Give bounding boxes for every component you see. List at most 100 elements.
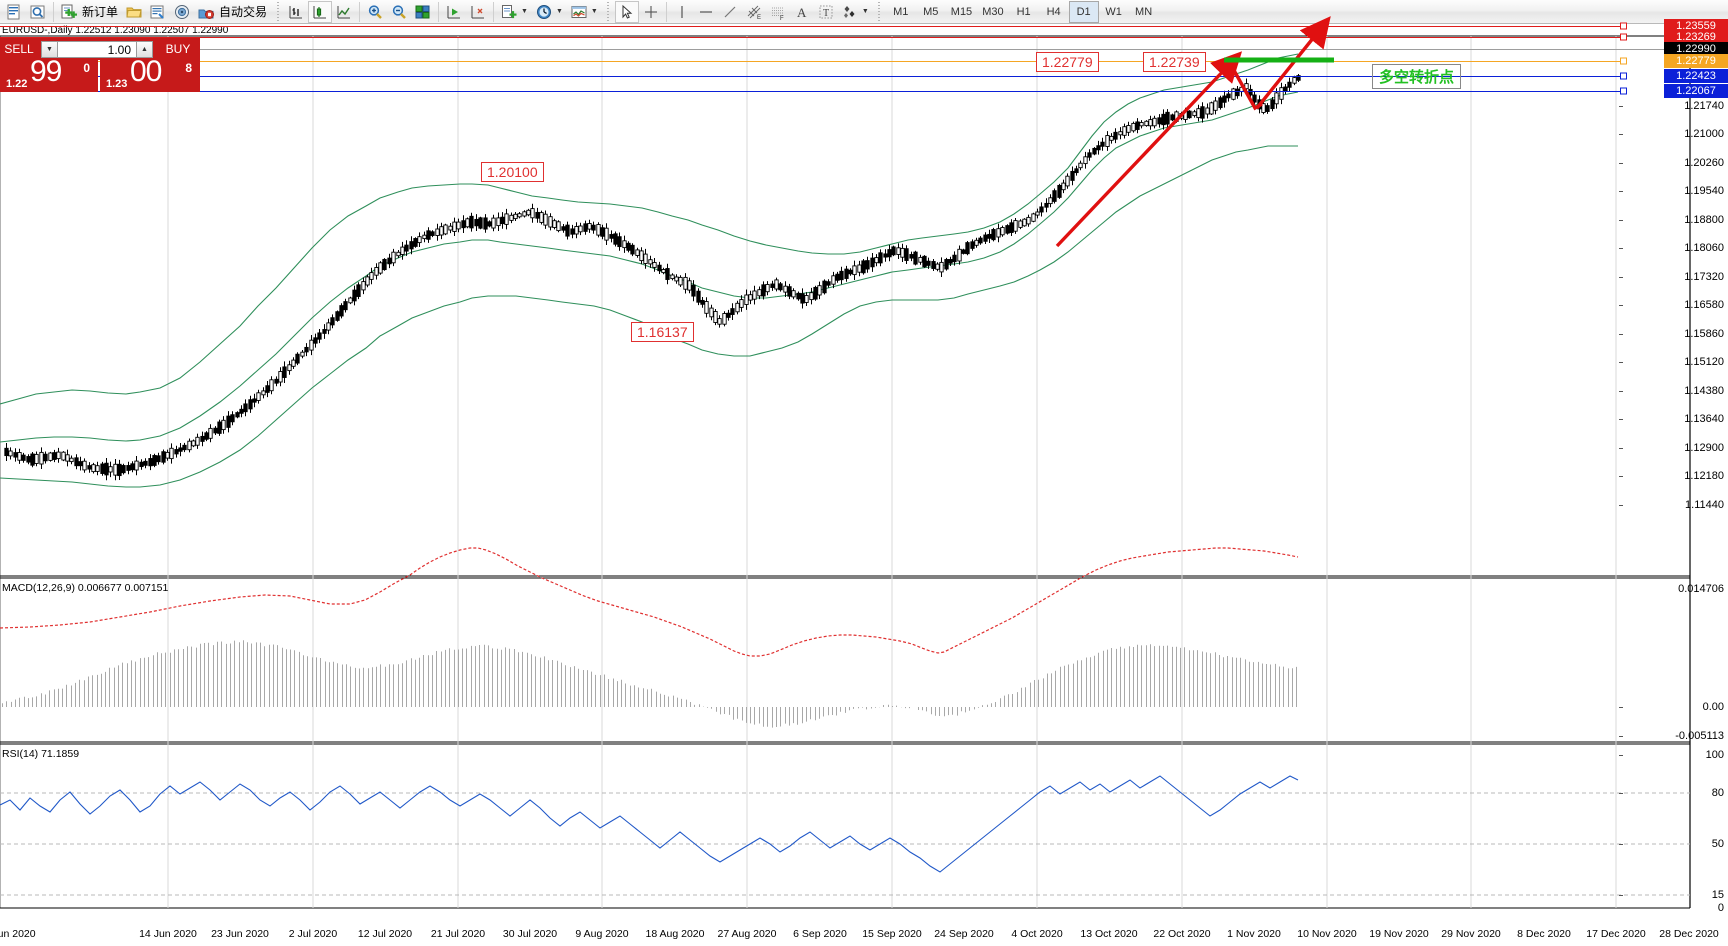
price-label-122739[interactable]: 1.22739 (1143, 52, 1206, 72)
timeframe-m5[interactable]: M5 (923, 5, 939, 18)
text-box-icon[interactable]: T (814, 1, 838, 23)
level-line-122067[interactable] (0, 91, 1627, 92)
fibonacci-icon[interactable]: F (766, 1, 790, 23)
trade-panel-price-row: 1.22 99 0 1.23 00 8 (0, 60, 200, 92)
expert-advisor-icon[interactable] (497, 1, 521, 23)
period-clock-icon[interactable] (532, 1, 556, 23)
trendline-icon[interactable] (718, 1, 742, 23)
rsi-tick-50: 50 (1711, 838, 1724, 850)
chevron-up-icon[interactable]: ▲ (136, 40, 153, 58)
toolbar-grip[interactable] (274, 1, 282, 22)
price-label-122779[interactable]: 1.22779 (1036, 52, 1099, 72)
ask-price[interactable]: 1.23 00 8 (100, 60, 200, 92)
candle-body (126, 465, 131, 471)
timeframe-h4[interactable]: H4 (1046, 5, 1061, 18)
toolbar-grip-2[interactable] (604, 1, 612, 22)
sell-button[interactable]: SELL (0, 38, 38, 60)
autotrade-icon[interactable] (194, 1, 218, 23)
cursor-icon[interactable] (614, 0, 639, 23)
candle-body (456, 221, 461, 230)
candle-body (691, 284, 696, 297)
level-handle-122779[interactable] (1620, 57, 1627, 65)
timeframe-h1[interactable]: H1 (1016, 5, 1031, 18)
indicators-icon[interactable] (567, 1, 591, 23)
zoom-in-icon[interactable] (363, 1, 387, 23)
level-handle-122067[interactable] (1620, 87, 1627, 95)
level-line-123269[interactable] (0, 37, 1627, 38)
crosshair-icon[interactable] (639, 1, 663, 23)
level-line-122779[interactable] (0, 61, 1627, 62)
candlestick-chart-icon[interactable] (308, 0, 333, 23)
candle-body (461, 220, 466, 229)
price-tag-122779[interactable]: 1.22779 (1664, 54, 1728, 68)
timeframe-m15[interactable]: M15 (950, 5, 973, 18)
timeframe-mn[interactable]: MN (1135, 5, 1153, 18)
line-chart-icon[interactable] (332, 1, 356, 23)
folder-icon[interactable] (122, 1, 146, 23)
navigator-icon[interactable] (170, 1, 194, 23)
candle-body (1222, 95, 1227, 103)
candle-body (200, 435, 205, 442)
candle-body (778, 283, 783, 291)
timeframe-m30[interactable]: M30 (982, 5, 1004, 18)
macd-indicator-label: MACD(12,26,9) 0.006677 0.007151 (2, 582, 169, 594)
svg-text:A: A (797, 5, 807, 20)
indicators-dropdown-icon[interactable]: ▼ (590, 8, 598, 15)
note-reversal-point[interactable]: 多空转折点 (1372, 64, 1462, 89)
autotrade-label[interactable]: 自动交易 (219, 5, 268, 19)
volume-stepper[interactable]: ▼ 1.00 ▲ (38, 38, 156, 60)
timeframe-d1[interactable]: D1 (1068, 0, 1099, 23)
price-tag-123559[interactable]: 1.23559 (1664, 19, 1728, 33)
tile-windows-icon[interactable] (411, 1, 435, 23)
horizontal-line-icon[interactable] (694, 1, 718, 23)
level-line-123559[interactable] (0, 26, 1627, 27)
price-tag-123269[interactable]: 1.23269 (1664, 30, 1728, 44)
toolbar-grip-3[interactable] (875, 1, 883, 22)
ask-price-prefix: 1.23 (106, 78, 128, 90)
market-watch-icon[interactable] (26, 1, 50, 23)
level-handle-123269[interactable] (1620, 33, 1627, 41)
shapes-icon[interactable] (838, 1, 862, 23)
candle-body (1261, 103, 1266, 113)
shapes-dropdown-icon[interactable]: ▼ (861, 8, 869, 15)
candle-body (548, 216, 553, 228)
strategy-tester-icon[interactable] (442, 1, 466, 23)
level-handle-122423[interactable] (1620, 72, 1627, 80)
equidistant-channel-icon[interactable]: E (742, 1, 766, 23)
candle-body (713, 311, 718, 323)
timeframe-w1[interactable]: W1 (1105, 5, 1122, 18)
price-tag-122423[interactable]: 1.22423 (1664, 69, 1728, 83)
y-tick-115120: 1.15120 (1684, 356, 1724, 368)
terminal-icon[interactable] (2, 1, 26, 23)
bar-chart-icon[interactable] (284, 1, 308, 23)
y-tick-120260: 1.20260 (1684, 157, 1724, 169)
vertical-line-icon[interactable] (670, 1, 694, 23)
level-handle-123559[interactable] (1620, 22, 1627, 30)
y-tick-112180: 1.12180 (1684, 470, 1724, 482)
candle-body (139, 461, 144, 468)
period-dropdown-icon[interactable]: ▼ (555, 8, 563, 15)
candle-body (774, 279, 779, 290)
timeframe-m1[interactable]: M1 (893, 5, 909, 18)
new-chart-icon[interactable] (466, 1, 490, 23)
candle-body (522, 211, 527, 217)
buy-button[interactable]: BUY (156, 38, 200, 60)
new-order-icon[interactable] (57, 1, 81, 23)
candle-body (278, 371, 283, 383)
text-label-icon[interactable]: A (790, 1, 814, 23)
zoom-out-icon[interactable] (387, 1, 411, 23)
date-tick-20: 8 Dec 2020 (1517, 928, 1571, 940)
chevron-down-icon[interactable]: ▼ (41, 40, 58, 58)
price-tag-122067[interactable]: 1.22067 (1664, 84, 1728, 98)
price-label-120100[interactable]: 1.20100 (481, 162, 544, 182)
level-line-122423[interactable] (0, 76, 1627, 77)
bid-price[interactable]: 1.22 99 0 (0, 60, 98, 92)
price-label-116137[interactable]: 1.16137 (631, 322, 694, 342)
data-window-icon[interactable] (146, 1, 170, 23)
candle-body (143, 460, 148, 466)
expert-advisor-dropdown-icon[interactable]: ▼ (521, 8, 528, 15)
volume-input[interactable]: 1.00 (58, 40, 136, 58)
candle-body (226, 415, 231, 428)
new-order-label[interactable]: 新订单 (82, 5, 119, 19)
